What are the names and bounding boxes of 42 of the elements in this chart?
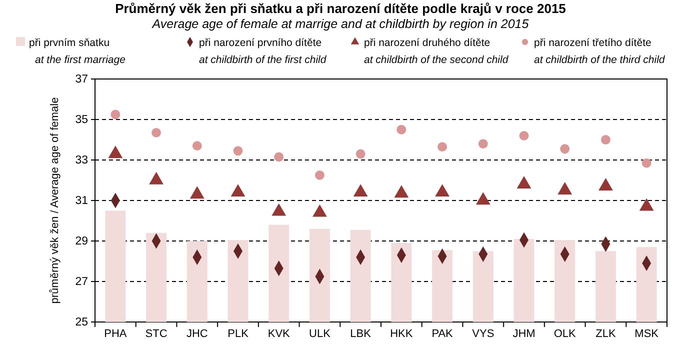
y-axis-title: průměrný věk žen / Average age of female	[49, 97, 61, 304]
point	[314, 170, 324, 180]
x-tick-label: PHA	[104, 328, 128, 340]
legend-label: při narození druhého dítěte at childbirth of the second child	[364, 37, 510, 66]
x-tick-label: PAK	[432, 328, 454, 340]
x-tick-label: MSK	[634, 328, 660, 340]
x-tick-label: JHC	[186, 328, 208, 340]
point	[356, 149, 366, 159]
x-tick-label: ULK	[309, 328, 332, 340]
point	[110, 110, 120, 120]
point	[152, 128, 162, 138]
point	[478, 139, 488, 149]
x-tick-label: JHM	[512, 328, 536, 340]
y-tick-label: 35	[75, 114, 88, 126]
point	[560, 144, 570, 154]
point	[438, 142, 448, 152]
y-tick-label: 29	[75, 236, 88, 248]
x-tick-label: KVK	[268, 328, 291, 340]
y-tick-label: 33	[75, 154, 88, 167]
y-tick-label: 27	[75, 276, 88, 288]
point	[396, 124, 406, 134]
legend-label: při narození třetího dítěte at childbirth of the third child	[534, 37, 666, 66]
point	[600, 135, 610, 144]
chart-subtitle: Average age of female at marrige and at childbirth by region in 2015	[151, 17, 529, 31]
point	[274, 152, 284, 162]
x-tick-label: PLK	[228, 328, 250, 340]
legend-label: při prvním sňatku at the first marriage	[29, 37, 126, 66]
x-tick-label: OLK	[554, 328, 577, 340]
x-tick-label: VYS	[472, 328, 494, 340]
x-tick-label: HKK	[390, 328, 414, 340]
point	[233, 146, 243, 156]
y-tick-label: 25	[75, 316, 88, 329]
x-tick-label: STC	[145, 328, 168, 340]
x-tick-label: LBK	[350, 328, 372, 340]
y-tick-label: 37	[75, 74, 88, 86]
legend-label: při narození prvního dítěte at childbirth of the first child	[199, 37, 328, 66]
point	[192, 141, 202, 151]
x-tick-label: ZLK	[596, 328, 616, 340]
chart-title: Průměrný věk žen při sňatku a při narození dítěte podle krajů v roce 2015	[115, 1, 566, 16]
point	[642, 158, 652, 168]
y-tick-label: 31	[75, 195, 88, 208]
point	[519, 130, 529, 140]
